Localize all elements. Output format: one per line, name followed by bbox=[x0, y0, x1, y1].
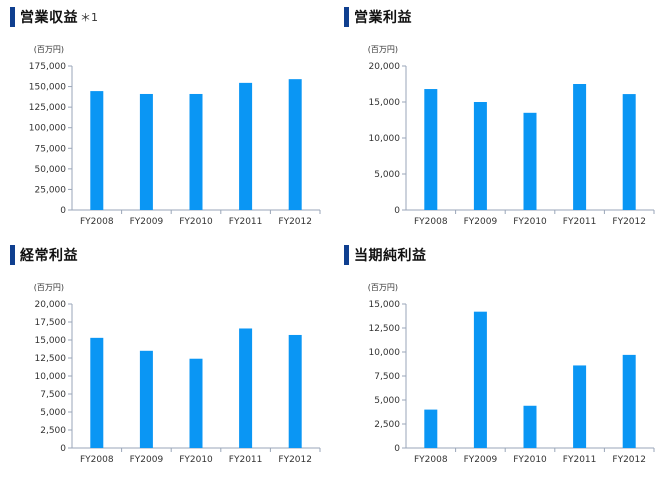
chart-title-text: 当期純利益 bbox=[354, 248, 427, 264]
bar-chart: (百万円) 0 2,500 5,000 7,500 10,000 12,500 15,000 F… bbox=[368, 283, 655, 465]
bar bbox=[523, 405, 537, 448]
x-tick-label: FY2010 bbox=[179, 217, 213, 227]
y-tick-label: 10,000 bbox=[369, 348, 401, 358]
x-tick-label: FY2010 bbox=[513, 455, 547, 465]
y-unit-label: (百万円) bbox=[368, 45, 398, 54]
title-accent-bar bbox=[344, 7, 349, 27]
chart-title: 経常利益 bbox=[10, 244, 80, 266]
y-tick-label: 10,000 bbox=[35, 372, 67, 382]
bar bbox=[473, 102, 487, 210]
x-tick-label: FY2009 bbox=[130, 455, 164, 465]
revenue-chart-panel: 営業収益 ＊1 (百万円) 0 25,000 50,000 75,000 100,000 1… bbox=[10, 6, 340, 242]
x-tick-label: FY2012 bbox=[612, 455, 646, 465]
y-tick-label: 5,000 bbox=[40, 408, 66, 418]
x-tick-label: FY2009 bbox=[464, 217, 498, 227]
x-tick-label: FY2011 bbox=[229, 217, 263, 227]
x-tick-label: FY2010 bbox=[179, 455, 213, 465]
y-tick-label: 5,000 bbox=[374, 170, 400, 180]
x-tick-label: FY2011 bbox=[563, 217, 597, 227]
bar bbox=[573, 365, 587, 448]
net-income-chart-panel: 当期純利益 (百万円) 0 2,500 5,000 7,500 10,000 12,500 1… bbox=[344, 244, 669, 480]
bar bbox=[573, 84, 587, 210]
x-tick-label: FY2008 bbox=[414, 217, 448, 227]
operating-profit-chart-panel: 営業利益 (百万円) 0 5,000 10,000 15,000 20,000 FY2008… bbox=[344, 6, 669, 242]
bar bbox=[139, 350, 153, 448]
bar bbox=[523, 112, 537, 210]
y-tick-label: 0 bbox=[394, 444, 400, 454]
bar bbox=[239, 82, 253, 210]
x-tick-label: FY2008 bbox=[80, 455, 114, 465]
bar bbox=[424, 89, 438, 210]
x-tick-label: FY2008 bbox=[80, 217, 114, 227]
x-tick-label: FY2011 bbox=[229, 455, 263, 465]
x-tick-label: FY2010 bbox=[513, 217, 547, 227]
x-tick-label: FY2012 bbox=[278, 455, 312, 465]
bar bbox=[622, 94, 636, 210]
y-tick-label: 15,000 bbox=[369, 98, 401, 108]
y-tick-label: 15,000 bbox=[35, 336, 67, 346]
bar-chart: (百万円) 0 25,000 50,000 75,000 100,000 125,000 15… bbox=[29, 45, 321, 227]
title-accent-bar bbox=[10, 245, 15, 265]
y-unit-label: (百万円) bbox=[34, 283, 64, 292]
ordinary-profit-chart-panel: 経常利益 (百万円) 0 2,500 5,000 7,500 10,000 12,500 15… bbox=[10, 244, 340, 480]
bar bbox=[288, 334, 302, 448]
bar-chart: (百万円) 0 2,500 5,000 7,500 10,000 12,500 15,000 1… bbox=[34, 283, 321, 465]
bar bbox=[90, 91, 104, 210]
y-tick-label: 0 bbox=[60, 444, 66, 454]
x-tick-label: FY2009 bbox=[130, 217, 164, 227]
bar bbox=[90, 337, 104, 448]
title-accent-bar bbox=[10, 7, 15, 27]
y-tick-label: 25,000 bbox=[35, 185, 67, 195]
y-tick-label: 175,000 bbox=[29, 62, 66, 72]
y-tick-label: 7,500 bbox=[374, 372, 400, 382]
bar bbox=[622, 354, 636, 448]
bar bbox=[473, 311, 487, 448]
chart-title: 営業利益 bbox=[344, 6, 414, 28]
chart-title-text: 営業利益 bbox=[354, 10, 412, 26]
y-tick-label: 7,500 bbox=[40, 390, 66, 400]
x-tick-label: FY2009 bbox=[464, 455, 498, 465]
y-tick-label: 50,000 bbox=[35, 165, 67, 175]
y-tick-label: 0 bbox=[60, 206, 66, 216]
bar bbox=[139, 93, 153, 210]
y-tick-label: 20,000 bbox=[369, 62, 401, 72]
y-tick-label: 125,000 bbox=[29, 103, 66, 113]
y-tick-label: 100,000 bbox=[29, 124, 66, 134]
y-tick-label: 10,000 bbox=[369, 134, 401, 144]
chart-title-note: ＊1 bbox=[80, 11, 98, 24]
bar bbox=[189, 358, 203, 448]
chart-title: 当期純利益 bbox=[344, 244, 429, 266]
title-accent-bar bbox=[344, 245, 349, 265]
y-tick-label: 150,000 bbox=[29, 83, 66, 93]
x-tick-label: FY2008 bbox=[414, 455, 448, 465]
chart-title-text: 営業収益 bbox=[20, 10, 78, 26]
bar bbox=[239, 328, 253, 448]
x-tick-label: FY2012 bbox=[278, 217, 312, 227]
x-tick-label: FY2012 bbox=[612, 217, 646, 227]
chart-title: 営業収益 ＊1 bbox=[10, 6, 98, 28]
y-tick-label: 12,500 bbox=[35, 354, 67, 364]
chart-title-text: 経常利益 bbox=[20, 248, 78, 264]
y-tick-label: 12,500 bbox=[369, 324, 401, 334]
bar-chart: (百万円) 0 5,000 10,000 15,000 20,000 FY2008 FY200… bbox=[368, 45, 655, 227]
y-tick-label: 2,500 bbox=[374, 420, 400, 430]
y-unit-label: (百万円) bbox=[368, 283, 398, 292]
x-tick-label: FY2011 bbox=[563, 455, 597, 465]
y-tick-label: 75,000 bbox=[35, 144, 67, 154]
y-tick-label: 2,500 bbox=[40, 426, 66, 436]
y-tick-label: 17,500 bbox=[35, 318, 67, 328]
y-tick-label: 20,000 bbox=[35, 300, 67, 310]
y-unit-label: (百万円) bbox=[34, 45, 64, 54]
y-tick-label: 0 bbox=[394, 206, 400, 216]
y-tick-label: 15,000 bbox=[369, 300, 401, 310]
bar bbox=[424, 409, 438, 448]
bar bbox=[288, 79, 302, 210]
y-tick-label: 5,000 bbox=[374, 396, 400, 406]
bar bbox=[189, 93, 203, 210]
